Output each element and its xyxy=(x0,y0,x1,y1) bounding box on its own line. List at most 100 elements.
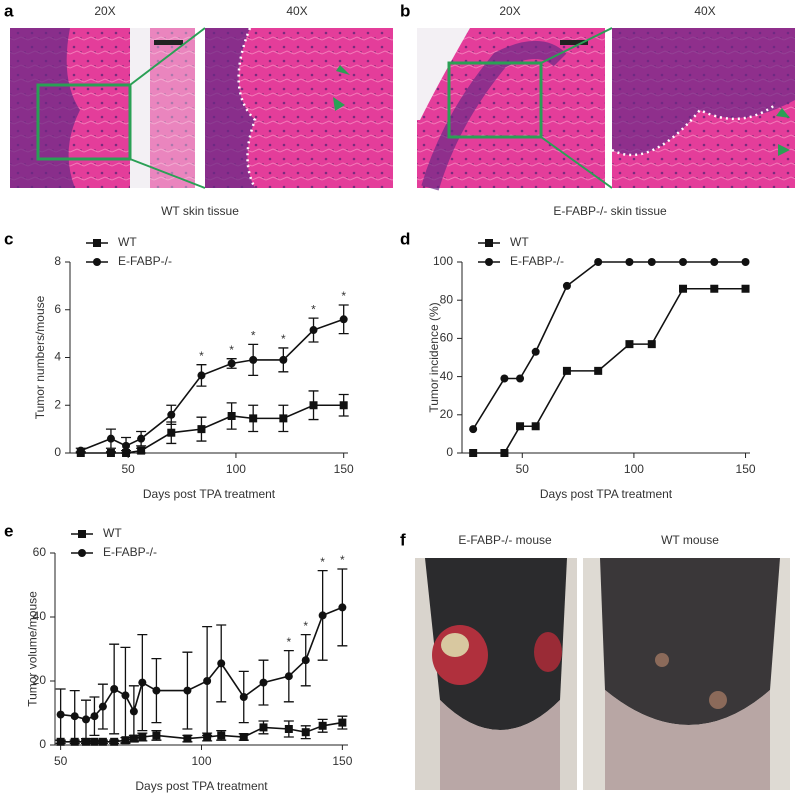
y-tick-label: 20 xyxy=(33,673,47,687)
x-axis-title: Days post TPA treatment xyxy=(135,779,268,793)
data-marker xyxy=(167,428,176,437)
histology-image xyxy=(205,27,393,189)
histology-image xyxy=(10,28,195,188)
legend-label: E-FABP-/- xyxy=(103,545,157,559)
y-tick-label: 60 xyxy=(33,545,47,559)
data-marker xyxy=(647,340,656,349)
significance-star: * xyxy=(199,349,204,363)
data-marker xyxy=(167,410,176,419)
data-marker xyxy=(106,449,115,457)
y-tick-label: 0 xyxy=(54,445,61,459)
significance-star: * xyxy=(229,343,234,357)
data-marker xyxy=(249,414,258,423)
x-tick-label: 100 xyxy=(226,462,246,476)
data-marker xyxy=(338,603,347,612)
x-tick-label: 150 xyxy=(736,462,756,476)
magnification: 20X xyxy=(94,4,115,18)
data-marker xyxy=(249,355,258,364)
data-marker xyxy=(647,258,656,266)
data-marker xyxy=(259,723,268,732)
x-tick-label: 150 xyxy=(334,462,354,476)
data-marker xyxy=(90,712,99,721)
x-tick-label: 100 xyxy=(191,754,211,768)
x-axis-title: Days post TPA treatment xyxy=(540,487,673,501)
magnification: 40X xyxy=(286,4,307,18)
data-marker xyxy=(110,737,119,746)
data-marker xyxy=(227,359,236,368)
data-marker xyxy=(625,258,634,266)
data-marker xyxy=(279,414,288,423)
data-marker xyxy=(309,326,318,335)
data-marker xyxy=(197,425,206,434)
zoom-line xyxy=(129,158,206,189)
y-tick-label: 40 xyxy=(440,369,454,383)
data-marker xyxy=(81,715,90,724)
y-tick-label: 6 xyxy=(54,302,61,316)
photo-label: WT mouse xyxy=(661,533,719,547)
data-marker xyxy=(56,737,65,746)
data-marker xyxy=(339,315,348,324)
data-marker xyxy=(338,718,347,727)
y-tick-label: 2 xyxy=(54,397,61,411)
data-marker xyxy=(138,678,147,687)
data-marker xyxy=(106,434,115,443)
data-marker xyxy=(70,712,79,721)
data-marker xyxy=(121,691,130,700)
data-marker xyxy=(301,656,310,665)
data-marker xyxy=(183,734,192,743)
data-marker xyxy=(152,686,161,695)
y-tick-label: 100 xyxy=(433,254,453,268)
data-marker xyxy=(679,258,688,266)
data-marker xyxy=(710,284,719,293)
x-tick-label: 100 xyxy=(624,462,644,476)
legend-label: WT xyxy=(103,526,122,540)
data-marker xyxy=(279,355,288,364)
data-marker xyxy=(500,374,509,383)
data-marker xyxy=(98,702,107,711)
data-marker xyxy=(339,401,348,410)
significance-star: * xyxy=(251,329,256,343)
y-axis-title: Tumor volume/mouse xyxy=(26,591,40,707)
y-tick-label: 0 xyxy=(446,445,453,459)
legend-label: E-FABP-/- xyxy=(118,254,172,268)
series-line xyxy=(473,287,746,454)
data-marker xyxy=(469,449,478,457)
data-marker xyxy=(562,281,571,290)
data-marker xyxy=(78,530,86,538)
data-marker xyxy=(197,371,206,380)
data-marker xyxy=(217,731,226,740)
x-tick-label: 50 xyxy=(122,462,136,476)
significance-star: * xyxy=(311,302,316,316)
legend-label: WT xyxy=(118,235,137,249)
x-tick-label: 50 xyxy=(54,754,68,768)
data-marker xyxy=(469,425,478,434)
data-marker xyxy=(485,258,493,266)
x-tick-label: 50 xyxy=(516,462,530,476)
y-tick-label: 0 xyxy=(39,737,46,751)
data-marker xyxy=(239,693,248,701)
data-marker xyxy=(152,731,161,740)
series-line xyxy=(472,261,746,430)
mouse-photo xyxy=(583,558,790,790)
data-marker xyxy=(679,284,688,293)
y-tick-label: 40 xyxy=(33,609,47,623)
legend-label: E-FABP-/- xyxy=(510,254,564,268)
data-marker xyxy=(531,347,540,356)
data-marker xyxy=(90,737,99,746)
photo-label: E-FABP-/- mouse xyxy=(458,533,552,547)
data-marker xyxy=(93,239,101,247)
y-tick-label: 20 xyxy=(440,407,454,421)
x-tick-label: 150 xyxy=(332,754,352,768)
data-marker xyxy=(129,734,138,743)
data-marker xyxy=(284,725,293,733)
zoom-line xyxy=(129,27,206,86)
data-marker xyxy=(110,685,119,693)
data-marker xyxy=(183,686,192,695)
data-marker xyxy=(81,737,90,746)
data-marker xyxy=(318,721,327,730)
y-tick-label: 80 xyxy=(440,292,454,306)
significance-star: * xyxy=(287,635,292,649)
series-line xyxy=(80,318,344,452)
data-marker xyxy=(239,733,248,741)
